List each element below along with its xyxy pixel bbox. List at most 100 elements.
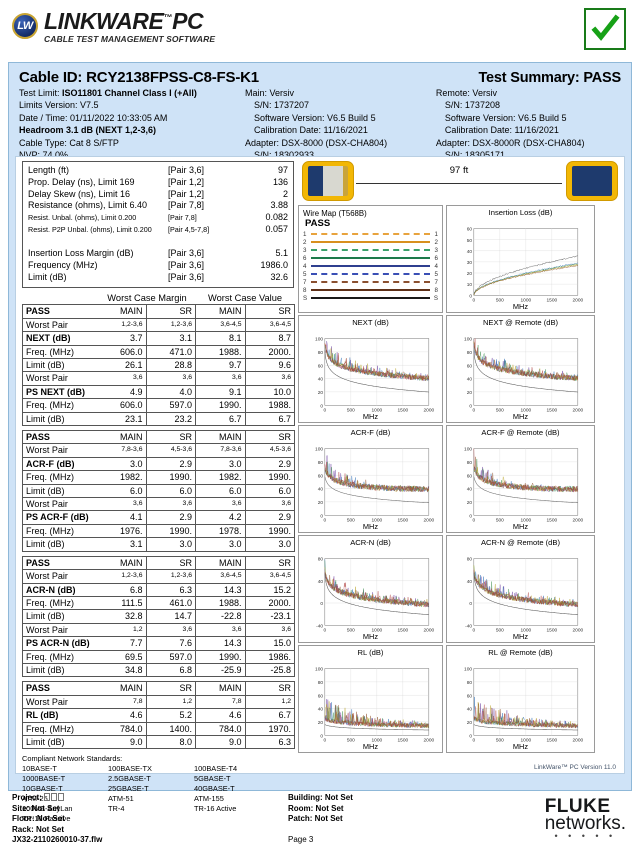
table-row: Limit (dB) 32.8 14.7 -22.8 -23.1 [22, 609, 295, 624]
row-label: Limit (dB) [22, 411, 97, 427]
logo-title: LINKWARE™PC [44, 8, 204, 34]
remote-sn: S/N: 1737208 [444, 100, 500, 111]
row-value: 6.0 [145, 483, 196, 499]
summary-row: Delay Skew (ns), Limit 16 [Pair 1,2] 2 [28, 189, 288, 201]
summary-label: Resist. Unbal. (ohms), Limit 0.200 [28, 213, 137, 223]
chart-card: ACR-N (dB) -40 0 40 80 0 500 1000 1500 2000 MHz [298, 535, 443, 643]
row-value: 597.0 [145, 649, 196, 664]
summary-value: 0.057 [265, 223, 288, 234]
table-row: Worst Pair 7,8 1,2 7,8 1,2 [22, 694, 295, 710]
standard-item: 100VG-AnyLan [22, 804, 73, 814]
row-value: 8.1 [195, 331, 246, 346]
networks-wordmark: networks. [544, 813, 626, 834]
table-row: Freq. (MHz) 1976. 1990. 1978. 1990. [22, 523, 295, 539]
remote-adapter-sn: S/N: 18305171 [436, 149, 621, 161]
table-row: PS NEXT (dB) 4.9 4.0 9.1 10.0 [22, 384, 295, 400]
svg-text:0: 0 [472, 517, 475, 523]
svg-text:0: 0 [323, 737, 326, 743]
svg-text:40: 40 [467, 707, 473, 713]
svg-text:0: 0 [320, 601, 323, 607]
row-value: 606.0 [96, 344, 147, 360]
row-value: 2000. [244, 595, 295, 611]
table-row: Limit (dB) 34.8 6.8 -25.9 -25.8 [22, 662, 295, 678]
row-value: 3.1 [96, 537, 147, 552]
table-row: Freq. (MHz) 606.0 471.0 1988. 2000. [22, 344, 295, 360]
row-value: 1,2 [145, 694, 196, 710]
svg-text:20: 20 [318, 720, 324, 726]
wire-number-left: 3 [303, 246, 307, 254]
chart-x-axis-label: MHz [512, 302, 529, 311]
svg-text:100: 100 [315, 667, 323, 673]
wire-number-left: 2 [303, 238, 307, 246]
svg-text:1500: 1500 [397, 407, 408, 413]
svg-text:500: 500 [347, 737, 355, 743]
row-label: PS ACR-N (dB) [22, 636, 97, 651]
measurement-table: PASS MAIN SR MAIN SR Worst Pair 7,8 1,2 7,8 1,2 RL… [22, 681, 295, 750]
svg-text:0: 0 [323, 517, 326, 523]
row-value: 2.9 [145, 456, 196, 472]
table-header-row: PASS MAIN SR MAIN SR [22, 304, 295, 319]
summary-pair: [Pair 3,6] [168, 259, 205, 270]
wire-line [311, 233, 430, 235]
col-main-value: MAIN [195, 430, 246, 445]
row-label: Worst Pair [22, 317, 97, 333]
row-label: PS NEXT (dB) [22, 384, 97, 400]
linkware-version: LinkWare™ PC Version 11.0 [533, 764, 616, 771]
row-value: 8.0 [145, 734, 196, 750]
chart-x-axis-label: MHz [362, 412, 379, 421]
row-value: 5.2 [145, 708, 196, 723]
col-sr-value: SR [244, 681, 295, 696]
summary-label: Length (ft) [28, 165, 70, 175]
row-value: 1990. [244, 470, 295, 485]
svg-text:0: 0 [472, 297, 475, 303]
table-header-row: PASS MAIN SR MAIN SR [22, 430, 295, 445]
standard-item: 25GBASE-T [108, 784, 149, 794]
row-value: 14.3 [195, 582, 246, 597]
chart-card: RL (dB) 0 20 40 60 80 100 0 500 1000 1500 2000 MHz [298, 645, 443, 753]
row-label: Worst Pair [22, 694, 97, 710]
chart-x-axis-label: MHz [512, 632, 529, 641]
col-sr-margin: SR [145, 430, 196, 445]
svg-text:500: 500 [347, 407, 355, 413]
row-value: 1988. [244, 398, 295, 413]
summary-label: Frequency (MHz) [28, 259, 98, 270]
logo-dots: • • • • • [554, 831, 617, 841]
svg-text:60: 60 [318, 693, 324, 699]
svg-text:2000: 2000 [423, 517, 434, 523]
standard-item: ATM-25 [22, 794, 48, 804]
wire-map-title: Wire Map (T568B) [303, 209, 367, 218]
chart-plot: 0 20 40 60 80 100 0 500 1000 1500 2000 [447, 657, 594, 752]
standard-item: ATM-51 [108, 794, 134, 804]
wire-line [311, 281, 430, 283]
standard-item: 100BASE-TX [108, 764, 152, 774]
col-sr-value: SR [244, 555, 295, 571]
svg-text:1000: 1000 [520, 627, 531, 633]
chart-card: ACR-F @ Remote (dB) 0 20 40 60 80 100 0 500 1000 1… [446, 425, 595, 533]
worst-case-headers: Worst Case Margin Worst Case Value [22, 293, 294, 303]
row-value: 1,2 [96, 622, 147, 638]
footer-site: Site: Not Set [12, 803, 60, 813]
linkware-logo: LW LINKWARE™PC CABLE TEST MANAGEMENT SOF… [12, 10, 640, 44]
table-row: Worst Pair 7,8-3,6 4,5-3,6 7,8-3,6 4,5-3,6 [22, 443, 295, 458]
chart-title: ACR-N (dB) [350, 538, 391, 547]
svg-text:0: 0 [472, 627, 475, 633]
summary-row: Length (ft) [Pair 3,6] 97 [28, 165, 288, 177]
report-panel: Cable ID: RCY2138FPSS-C8-FS-K1 Test Summ… [8, 62, 632, 823]
row-label: RL (dB) [22, 708, 97, 723]
worst-case-value-label: Worst Case Value [207, 293, 283, 304]
col-main-value: MAIN [195, 304, 246, 319]
row-value: 1,2-3,6 [96, 317, 147, 333]
row-value: 9.1 [195, 384, 246, 400]
svg-text:2000: 2000 [572, 407, 583, 413]
svg-text:1000: 1000 [520, 407, 531, 413]
summary-pair: [Pair 1,2] [168, 176, 205, 187]
chart-x-axis-label: MHz [512, 412, 529, 421]
row-value: 3.0 [244, 537, 295, 552]
svg-text:500: 500 [496, 737, 504, 743]
measurement-table: PASS MAIN SR MAIN SR Worst Pair 7,8-3,6 4,5-3,6… [22, 430, 295, 552]
cable-type: Cable Type: Cat 8 S/FTP [19, 137, 119, 148]
wire-number-left: 8 [303, 286, 307, 294]
row-value: 3.7 [96, 331, 147, 346]
row-value: 6.3 [244, 734, 295, 750]
status-badge: PASS [22, 555, 97, 571]
